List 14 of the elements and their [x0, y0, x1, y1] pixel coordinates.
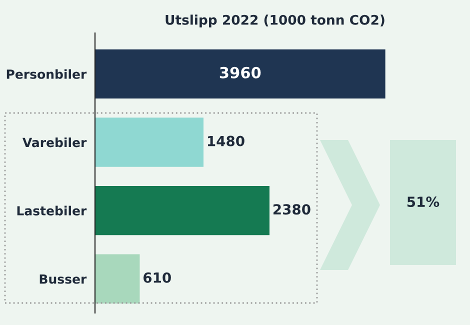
- bar: [95, 118, 204, 167]
- data-label: 2380: [273, 204, 310, 215]
- y-tick-label: Personbiler: [6, 69, 87, 79]
- data-label: 610: [143, 272, 171, 283]
- bar: [95, 254, 140, 304]
- y-tick-label: Lastebiler: [17, 206, 87, 216]
- text: 51%: [407, 196, 440, 208]
- bar: [95, 49, 386, 99]
- bar: [95, 186, 270, 236]
- chart-title: Utslipp 2022 (1000 tonn CO2): [166, 14, 384, 28]
- data-label: 3960: [220, 66, 261, 78]
- y-tick-label: Varebiler: [22, 138, 87, 148]
- data-label: 1480: [208, 136, 244, 146]
- y-tick-label: Busser: [40, 274, 87, 284]
